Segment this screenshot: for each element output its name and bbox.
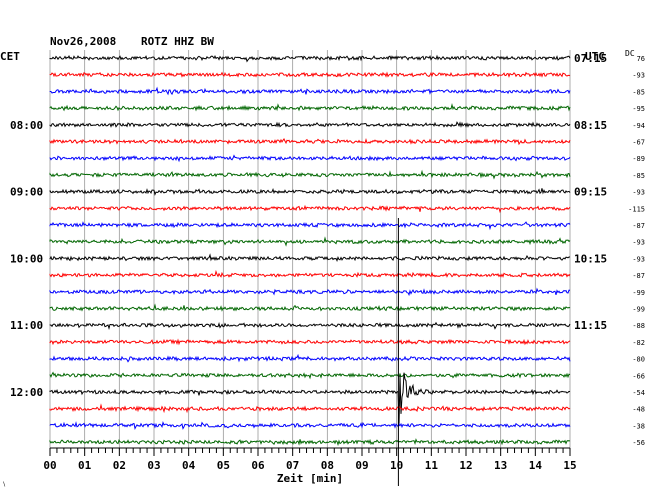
dc-label: DC <box>625 49 635 58</box>
trace-row-14 <box>49 287 571 297</box>
vertical-gridlines <box>49 50 571 451</box>
x-tick-label-01: 01 <box>78 459 92 472</box>
dc-offset-18: -80 <box>632 356 645 364</box>
left-hour-label-0900: 09:00 <box>10 186 43 199</box>
trace-row-16 <box>49 321 571 330</box>
x-tick-label-09: 09 <box>355 459 368 472</box>
dc-offset-22: -38 <box>632 422 645 430</box>
dc-offset-7: -85 <box>632 172 645 180</box>
dc-offset-4: -94 <box>632 122 645 130</box>
trace-row-15 <box>49 303 571 312</box>
left-hour-label-0800: 08:00 <box>10 119 43 132</box>
x-tick-label-00: 00 <box>43 459 56 472</box>
dc-offset-10: -87 <box>632 222 645 230</box>
trace-row-20 <box>49 372 571 426</box>
right-hour-label-1015: 10:15 <box>574 252 607 265</box>
trace-row-1 <box>49 71 571 78</box>
right-hour-label-0715: 07:15 <box>574 52 607 65</box>
dc-offset-23: -56 <box>632 439 645 447</box>
x-tick-label-03: 03 <box>147 459 160 472</box>
x-tick-label-11: 11 <box>425 459 439 472</box>
left-hour-labels: 08:00 09:00 10:00 11:00 12:00 <box>10 119 43 399</box>
trace-row-5 <box>49 138 571 146</box>
right-hour-label-0815: 08:15 <box>574 119 607 132</box>
dc-offset-1: -93 <box>632 72 645 80</box>
trace-row-21 <box>49 403 571 414</box>
right-hour-labels: 07:15 08:15 09:15 10:15 11:15 <box>574 52 607 332</box>
x-tick-label-12: 12 <box>459 459 472 472</box>
trace-row-9 <box>49 204 571 214</box>
x-tick-label-13: 13 <box>494 459 507 472</box>
trace-row-8 <box>49 188 571 196</box>
trace-row-12 <box>49 253 570 262</box>
header-station: ROTZ HHZ BW <box>141 35 214 48</box>
trace-row-19 <box>49 371 571 380</box>
trace-row-22 <box>49 421 571 431</box>
trace-group <box>49 54 571 447</box>
dc-offset-3: -95 <box>632 105 645 113</box>
dc-offset-0: 76 <box>637 55 645 63</box>
corner-mark: ∖ <box>2 481 6 488</box>
x-tick-label-14: 14 <box>529 459 543 472</box>
left-hour-label-1200: 12:00 <box>10 386 43 399</box>
dc-offset-19: -66 <box>632 372 645 380</box>
trace-row-11 <box>49 236 571 247</box>
trace-row-18 <box>49 353 571 363</box>
dc-offset-13: -87 <box>632 272 645 280</box>
x-tick-label-05: 05 <box>217 459 230 472</box>
dc-offset-5: -67 <box>632 139 645 147</box>
dc-offset-2: -85 <box>632 88 645 96</box>
x-tick-label-07: 07 <box>286 459 299 472</box>
trace-row-0 <box>49 54 571 63</box>
trace-row-13 <box>49 269 571 278</box>
dc-offset-14: -99 <box>632 289 645 297</box>
left-hour-label-1000: 10:00 <box>10 252 43 265</box>
dc-offset-16: -88 <box>632 322 645 330</box>
trace-row-17 <box>49 338 571 346</box>
x-tick-label-06: 06 <box>251 459 265 472</box>
trace-row-6 <box>49 154 571 163</box>
trace-row-3 <box>49 103 571 112</box>
x-tick-label-08: 08 <box>321 459 334 472</box>
dc-offset-15: -99 <box>632 306 645 314</box>
dc-offset-12: -93 <box>632 255 645 263</box>
trace-row-10 <box>49 221 571 231</box>
dc-offset-6: -89 <box>632 155 645 163</box>
dc-offset-21: -48 <box>632 406 645 414</box>
left-hour-label-1100: 11:00 <box>10 319 43 332</box>
header-date: Nov26,2008 <box>50 35 116 48</box>
dc-offset-11: -93 <box>632 239 645 247</box>
x-axis: 00 01 02 03 04 05 06 07 08 09 10 11 12 13 14 15 <box>43 447 577 472</box>
x-tick-label-04: 04 <box>182 459 196 472</box>
x-tick-label-10: 10 <box>390 459 403 472</box>
x-tick-label-02: 02 <box>113 459 126 472</box>
right-timezone-label: UTC <box>585 50 605 63</box>
dc-offset-8: -93 <box>632 189 645 197</box>
trace-row-7 <box>49 169 571 180</box>
x-axis-label: Zeit [min] <box>277 472 343 485</box>
dc-offset-20: -54 <box>632 389 645 397</box>
trace-row-23 <box>49 438 571 447</box>
dc-offset-17: -82 <box>632 339 645 347</box>
left-timezone-label: CET <box>0 50 20 63</box>
right-hour-label-0915: 09:15 <box>574 186 607 199</box>
trace-row-4 <box>49 121 571 128</box>
x-tick-label-15: 15 <box>563 459 576 472</box>
dc-offset-labels: 76 -93 -85 -95 -94 -67 -89 -85 -93 -115 -87 -93 -93 -… <box>628 55 645 447</box>
trace-row-2 <box>49 86 571 96</box>
right-hour-label-1115: 11:15 <box>574 319 607 332</box>
dc-offset-9: -115 <box>628 205 645 213</box>
